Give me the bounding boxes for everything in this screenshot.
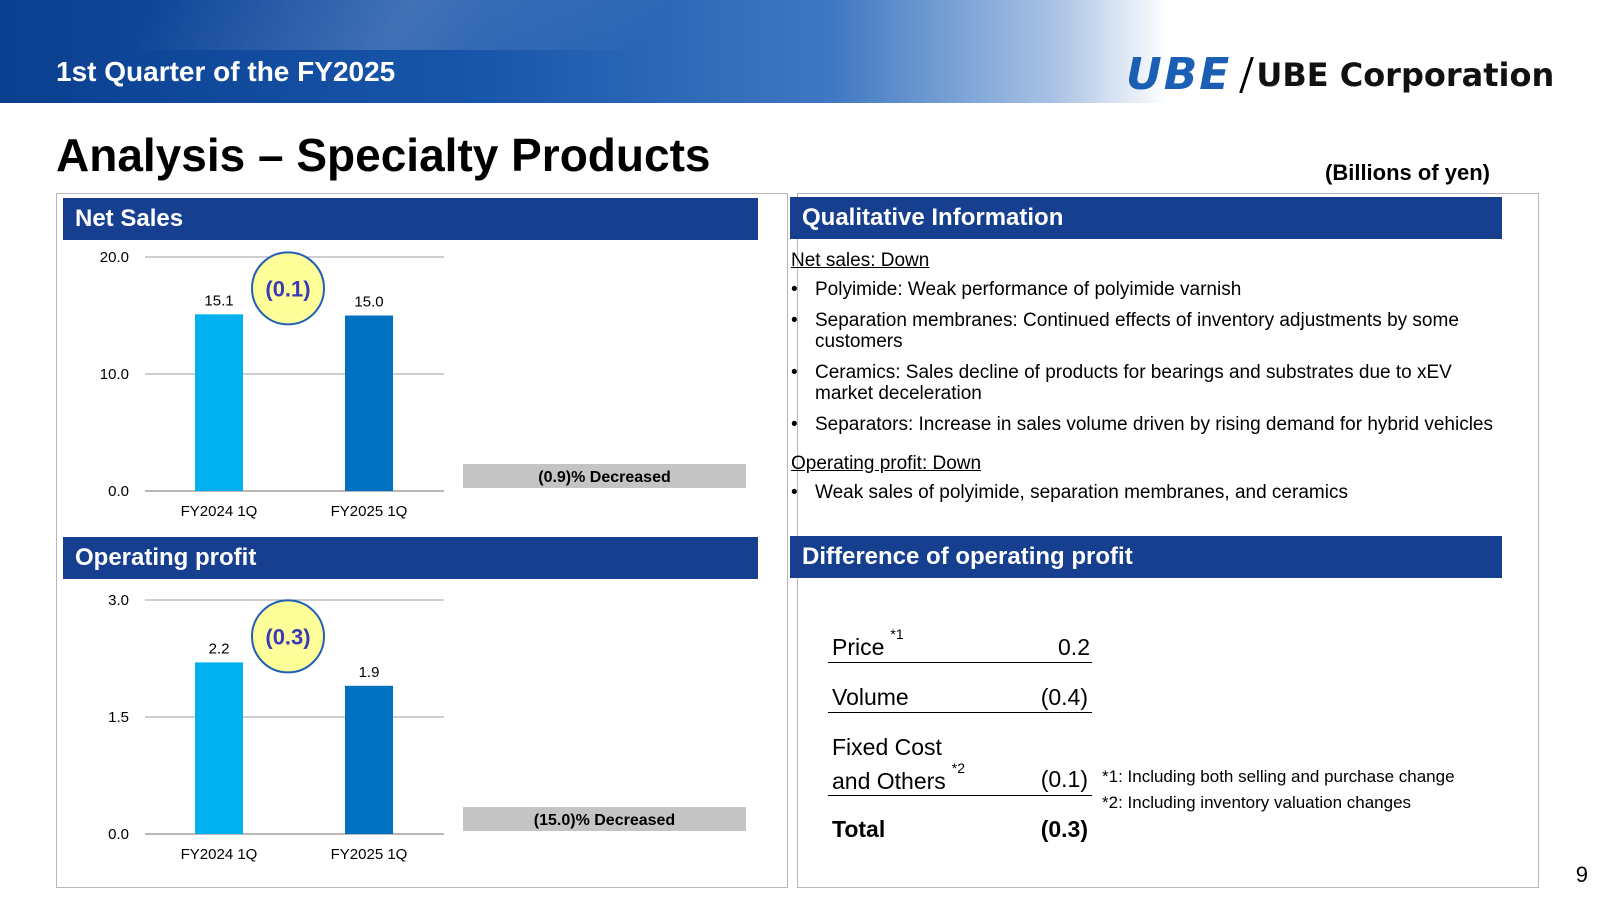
- data-label: 15.1: [204, 292, 233, 309]
- price-note: *1: [890, 626, 904, 642]
- header-banner: 1st Quarter of the FY2025 UBE UBE Corpor…: [0, 0, 1600, 103]
- list-item: Ceramics: Sales decline of products for …: [791, 362, 1501, 404]
- footnote-2: *2: Including inventory valuation change…: [1102, 793, 1412, 812]
- total-label: Total: [832, 816, 886, 842]
- volume-label: Volume: [832, 684, 909, 710]
- diff-row-total: Total (0.3): [828, 816, 1092, 844]
- x-tick-label: FY2024 1Q: [181, 846, 258, 863]
- x-tick-label: FY2025 1Q: [331, 846, 408, 863]
- page-number: 9: [1575, 862, 1588, 887]
- diff-row-volume: Volume (0.4): [828, 684, 1092, 713]
- change-badge-label: (0.1): [265, 276, 310, 301]
- page-title: Analysis – Specialty Products: [56, 129, 711, 181]
- y-tick-label: 20.0: [100, 249, 129, 266]
- net-sales-heading: Net sales: Down: [791, 250, 930, 271]
- net-sales-header: Net Sales: [63, 198, 758, 240]
- diff-row-price: Price *1 0.2: [828, 626, 1092, 663]
- price-value: 0.2: [1058, 634, 1090, 660]
- operating-profit-header: Operating profit: [63, 537, 758, 579]
- y-tick-label: 3.0: [108, 592, 129, 609]
- list-item: Weak sales of polyimide, separation memb…: [791, 482, 1501, 503]
- data-label: 2.2: [209, 640, 230, 657]
- logo-divider: [1239, 57, 1255, 93]
- data-label: 1.9: [359, 664, 380, 681]
- data-label: 15.0: [354, 294, 383, 311]
- fixed-cost-label-1: Fixed Cost: [832, 734, 942, 760]
- operating-profit-chart: 0.0 1.5 3.0 2.2 FY2024 1Q 1.9 FY2025 1Q (0.3) (1…: [108, 592, 746, 863]
- operating-profit-heading: Operating profit: Down: [791, 453, 982, 474]
- net-sales-chart: 0.0 10.0 20.0 15.1 FY2024 1Q 15.0 FY2025 1Q (0.…: [100, 249, 746, 520]
- change-note-box: [463, 464, 746, 488]
- change-note-box: [463, 807, 746, 831]
- fixed-cost-note: *2: [951, 760, 966, 776]
- total-value: (0.3): [1040, 816, 1088, 842]
- list-item: Separators: Increase in sales volume dri…: [791, 414, 1501, 435]
- price-label: Price: [832, 634, 885, 660]
- y-tick-label: 0.0: [108, 826, 129, 843]
- diff-row-fixed-cost: Fixed Cost and Others *2 (0.1): [828, 734, 1092, 796]
- operating-profit-list: Weak sales of polyimide, separation memb…: [791, 482, 1501, 503]
- volume-value: (0.4): [1040, 684, 1088, 710]
- y-tick-label: 10.0: [100, 366, 129, 383]
- header-title: 1st Quarter of the FY2025: [56, 56, 396, 87]
- y-tick-label: 0.0: [108, 483, 129, 500]
- bar-1: [345, 685, 393, 834]
- change-badge-label: (0.3): [265, 624, 310, 649]
- bar-0: [195, 662, 243, 834]
- unit-label: (Billions of yen): [1325, 160, 1490, 185]
- difference-header: Difference of operating profit: [790, 536, 1502, 578]
- list-item: Separation membranes: Continued effects …: [791, 310, 1501, 352]
- logo-name: UBE Corporation: [1256, 56, 1555, 94]
- bar-1: [345, 315, 393, 491]
- charts-panel: Net Sales 0.0 10.0 20.0 15.1 FY2024 1Q 15.0 FY…: [56, 193, 788, 888]
- company-logo: UBE UBE Corporation: [1126, 52, 1554, 98]
- list-item: Polyimide: Weak performance of polyimide…: [791, 279, 1501, 300]
- x-tick-label: FY2025 1Q: [331, 503, 408, 520]
- x-tick-label: FY2024 1Q: [181, 503, 258, 520]
- footnote-1: *1: Including both selling and purchase …: [1102, 767, 1455, 786]
- qualitative-header: Qualitative Information: [790, 197, 1502, 239]
- fixed-cost-value: (0.1): [1040, 766, 1088, 792]
- y-tick-label: 1.5: [108, 709, 129, 726]
- qualitative-info: Net sales: Down Polyimide: Weak performa…: [791, 250, 1501, 513]
- change-note: (15.0)% Decreased: [534, 812, 675, 829]
- fixed-cost-label-2: and Others: [832, 768, 946, 794]
- change-badge: [251, 251, 325, 326]
- change-note: (0.9)% Decreased: [538, 469, 671, 486]
- net-sales-list: Polyimide: Weak performance of polyimide…: [791, 279, 1501, 435]
- change-badge: [251, 599, 325, 674]
- logo-mark: UBE: [1126, 49, 1232, 100]
- bar-0: [195, 314, 243, 491]
- info-panel: Qualitative Information Net sales: Down …: [790, 193, 1539, 888]
